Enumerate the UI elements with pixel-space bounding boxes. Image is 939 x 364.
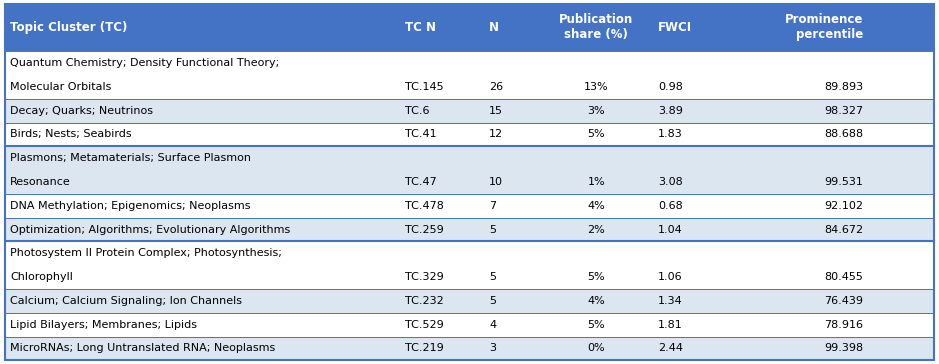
Bar xyxy=(5,123,934,146)
Text: 4%: 4% xyxy=(588,201,605,211)
Text: 26: 26 xyxy=(489,82,503,92)
Text: TC.6: TC.6 xyxy=(405,106,429,116)
Text: 5: 5 xyxy=(489,225,496,234)
Text: 80.455: 80.455 xyxy=(824,272,863,282)
Bar xyxy=(5,146,934,194)
Text: FWCI: FWCI xyxy=(658,21,692,34)
Bar xyxy=(5,218,934,241)
Text: Resonance: Resonance xyxy=(10,177,71,187)
Text: 3.89: 3.89 xyxy=(658,106,683,116)
Text: TC.41: TC.41 xyxy=(405,130,437,139)
Text: Optimization; Algorithms; Evolutionary Algorithms: Optimization; Algorithms; Evolutionary A… xyxy=(10,225,290,234)
Text: 76.439: 76.439 xyxy=(824,296,863,306)
Text: 5: 5 xyxy=(489,296,496,306)
Text: MicroRNAs; Long Untranslated RNA; Neoplasms: MicroRNAs; Long Untranslated RNA; Neopla… xyxy=(10,344,275,353)
Text: Prominence
percentile: Prominence percentile xyxy=(785,13,863,41)
Text: Birds; Nests; Seabirds: Birds; Nests; Seabirds xyxy=(10,130,132,139)
Text: 2%: 2% xyxy=(588,225,605,234)
Text: 89.893: 89.893 xyxy=(824,82,863,92)
Text: 84.672: 84.672 xyxy=(824,225,863,234)
Text: N: N xyxy=(489,21,500,34)
Bar xyxy=(5,313,934,337)
Text: 1%: 1% xyxy=(588,177,605,187)
Text: 0%: 0% xyxy=(588,344,605,353)
Text: TC N: TC N xyxy=(405,21,436,34)
Bar xyxy=(5,337,934,360)
Bar xyxy=(5,51,934,99)
Text: 3%: 3% xyxy=(588,106,605,116)
Bar xyxy=(5,289,934,313)
Text: 1.06: 1.06 xyxy=(658,272,683,282)
Bar xyxy=(5,99,934,123)
Text: 5%: 5% xyxy=(588,130,605,139)
Text: TC.329: TC.329 xyxy=(405,272,443,282)
Text: 13%: 13% xyxy=(584,82,608,92)
Text: 1.34: 1.34 xyxy=(658,296,683,306)
Text: Photosystem II Protein Complex; Photosynthesis;: Photosystem II Protein Complex; Photosyn… xyxy=(10,248,283,258)
Text: TC.259: TC.259 xyxy=(405,225,443,234)
Bar xyxy=(5,4,934,51)
Text: TC.219: TC.219 xyxy=(405,344,443,353)
Text: TC.47: TC.47 xyxy=(405,177,437,187)
Text: 12: 12 xyxy=(489,130,503,139)
Text: Calcium; Calcium Signaling; Ion Channels: Calcium; Calcium Signaling; Ion Channels xyxy=(10,296,242,306)
Text: 99.398: 99.398 xyxy=(824,344,863,353)
Text: 3: 3 xyxy=(489,344,496,353)
Text: 5%: 5% xyxy=(588,272,605,282)
Text: Plasmons; Metamaterials; Surface Plasmon: Plasmons; Metamaterials; Surface Plasmon xyxy=(10,153,252,163)
Text: 15: 15 xyxy=(489,106,503,116)
Text: TC.529: TC.529 xyxy=(405,320,443,330)
Text: 1.04: 1.04 xyxy=(658,225,683,234)
Text: 2.44: 2.44 xyxy=(658,344,684,353)
Text: TC.232: TC.232 xyxy=(405,296,443,306)
Text: 99.531: 99.531 xyxy=(824,177,863,187)
Text: 92.102: 92.102 xyxy=(824,201,863,211)
Text: 1.81: 1.81 xyxy=(658,320,683,330)
Text: DNA Methylation; Epigenomics; Neoplasms: DNA Methylation; Epigenomics; Neoplasms xyxy=(10,201,251,211)
Text: 10: 10 xyxy=(489,177,503,187)
Text: Lipid Bilayers; Membranes; Lipids: Lipid Bilayers; Membranes; Lipids xyxy=(10,320,197,330)
Bar xyxy=(5,194,934,218)
Text: Topic Cluster (TC): Topic Cluster (TC) xyxy=(10,21,128,34)
Text: 7: 7 xyxy=(489,201,497,211)
Text: 5%: 5% xyxy=(588,320,605,330)
Text: Quantum Chemistry; Density Functional Theory;: Quantum Chemistry; Density Functional Th… xyxy=(10,58,280,68)
Text: 0.68: 0.68 xyxy=(658,201,683,211)
Text: Chlorophyll: Chlorophyll xyxy=(10,272,73,282)
Text: TC.145: TC.145 xyxy=(405,82,443,92)
Text: Decay; Quarks; Neutrinos: Decay; Quarks; Neutrinos xyxy=(10,106,153,116)
Text: 98.327: 98.327 xyxy=(824,106,863,116)
Text: 88.688: 88.688 xyxy=(824,130,863,139)
Text: 3.08: 3.08 xyxy=(658,177,683,187)
Bar xyxy=(5,241,934,289)
Text: 78.916: 78.916 xyxy=(824,320,863,330)
Text: Molecular Orbitals: Molecular Orbitals xyxy=(10,82,112,92)
Text: 1.83: 1.83 xyxy=(658,130,683,139)
Text: 4: 4 xyxy=(489,320,497,330)
Text: 4%: 4% xyxy=(588,296,605,306)
Text: TC.478: TC.478 xyxy=(405,201,443,211)
Text: 5: 5 xyxy=(489,272,496,282)
Text: 0.98: 0.98 xyxy=(658,82,683,92)
Text: Publication
share (%): Publication share (%) xyxy=(559,13,634,41)
